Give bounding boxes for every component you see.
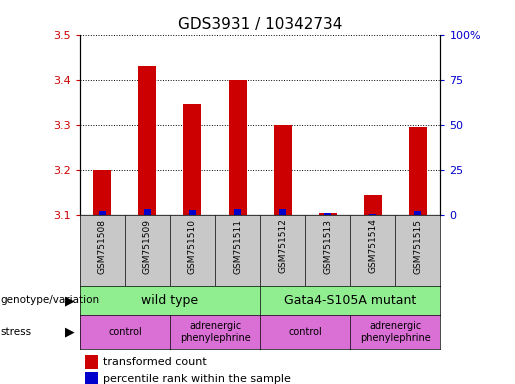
Bar <box>229 80 247 215</box>
Text: GSM751513: GSM751513 <box>323 218 332 273</box>
Text: stress: stress <box>0 327 31 337</box>
Bar <box>273 125 291 215</box>
Bar <box>324 213 331 215</box>
Bar <box>144 209 151 215</box>
Bar <box>364 195 382 215</box>
Text: GSM751510: GSM751510 <box>188 218 197 273</box>
Bar <box>139 66 157 215</box>
Bar <box>409 127 427 215</box>
Text: ▶: ▶ <box>65 294 75 307</box>
Text: control: control <box>108 327 142 337</box>
Bar <box>189 210 196 215</box>
Text: GSM751509: GSM751509 <box>143 218 152 273</box>
Text: GSM751511: GSM751511 <box>233 218 242 273</box>
Bar <box>234 209 241 215</box>
Text: percentile rank within the sample: percentile rank within the sample <box>103 374 291 384</box>
Text: GSM751508: GSM751508 <box>98 218 107 273</box>
Bar <box>93 170 111 215</box>
Text: adrenergic
phenylephrine: adrenergic phenylephrine <box>180 321 250 343</box>
Text: genotype/variation: genotype/variation <box>0 295 99 306</box>
Bar <box>369 214 376 215</box>
Text: GSM751515: GSM751515 <box>414 218 422 273</box>
Text: GSM751512: GSM751512 <box>278 218 287 273</box>
Text: wild type: wild type <box>142 294 198 307</box>
Text: ▶: ▶ <box>65 326 75 339</box>
Bar <box>319 213 337 215</box>
Text: Gata4-S105A mutant: Gata4-S105A mutant <box>284 294 416 307</box>
Bar <box>279 209 286 215</box>
Bar <box>183 104 201 215</box>
Text: transformed count: transformed count <box>103 357 207 367</box>
Bar <box>99 212 106 215</box>
Text: adrenergic
phenylephrine: adrenergic phenylephrine <box>360 321 431 343</box>
Text: GSM751514: GSM751514 <box>368 218 377 273</box>
Bar <box>415 210 421 215</box>
Title: GDS3931 / 10342734: GDS3931 / 10342734 <box>178 17 342 32</box>
Text: control: control <box>288 327 322 337</box>
